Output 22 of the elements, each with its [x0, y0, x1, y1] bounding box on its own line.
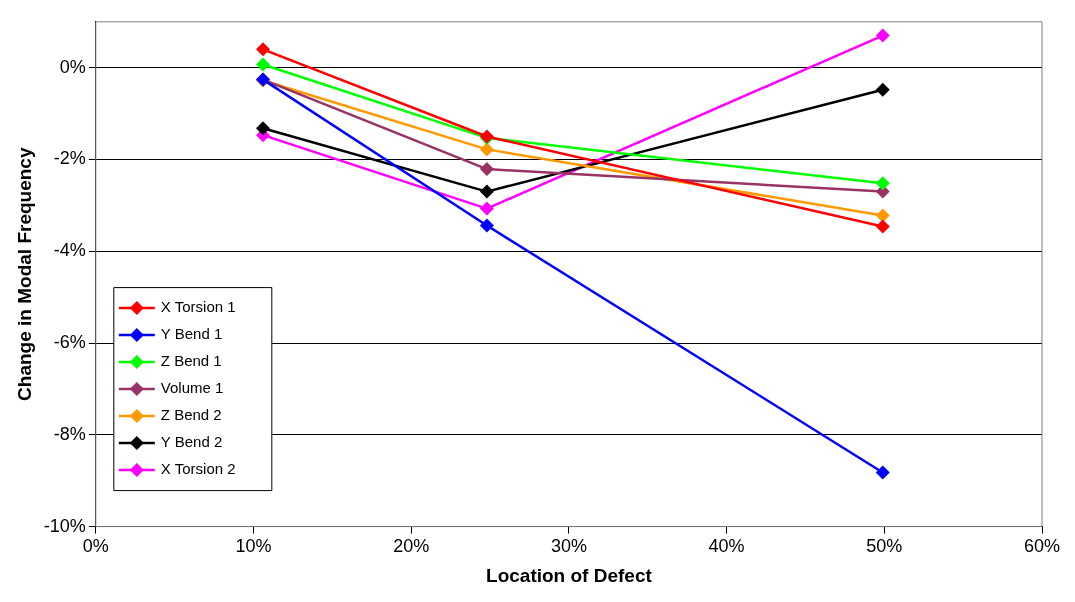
y-tick-label: -4% [53, 240, 86, 261]
legend-label: Z Bend 1 [160, 352, 222, 370]
legend-label: X Torsion 2 [160, 460, 236, 478]
y-axis-title: Change in Modal Frequency [13, 147, 35, 401]
x-tick-label: 60% [1023, 536, 1061, 557]
y-tick-label: -8% [53, 423, 86, 444]
x-tick-label: 50% [866, 536, 903, 557]
x-tick-label: 30% [550, 536, 587, 557]
legend-label: Y Bend 1 [160, 325, 223, 343]
x-tick-label: 20% [393, 536, 430, 557]
x-tick-label: 40% [708, 536, 745, 557]
legend-label: X Torsion 1 [160, 298, 236, 316]
x-tick-label: 10% [235, 536, 272, 557]
y-tick-label: -10% [43, 515, 86, 536]
y-tick-label: -2% [53, 148, 86, 169]
legend-label: Y Bend 2 [160, 433, 223, 451]
y-tick-label: 0% [59, 56, 86, 77]
x-tick-label: 0% [82, 536, 109, 557]
y-tick-label: -6% [53, 332, 86, 353]
x-axis-title: Location of Defect [486, 564, 653, 586]
legend-label: Z Bend 2 [160, 406, 222, 424]
legend-label: Volume 1 [160, 379, 224, 397]
